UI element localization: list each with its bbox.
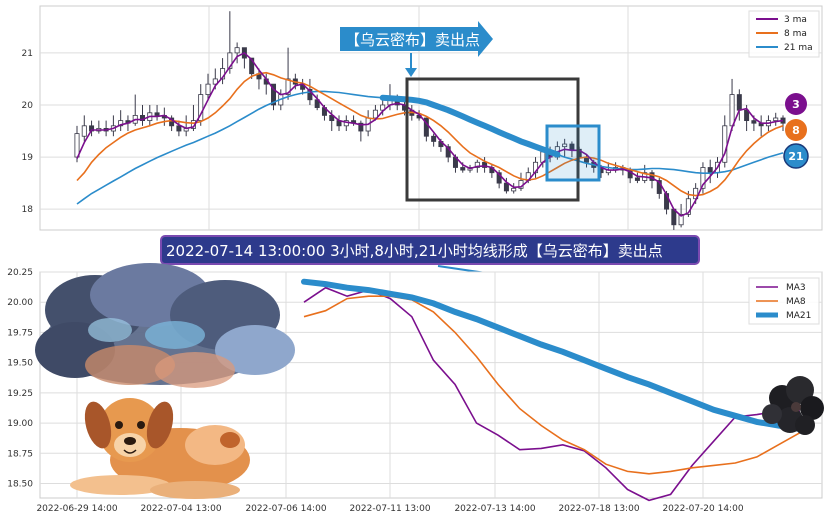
signal-banner: 2022-07-14 13:00:00 3小时,8小时,21小时均线形成【乌云密… xyxy=(160,235,700,285)
ma21-badge xyxy=(783,143,809,169)
candle-body xyxy=(729,94,735,127)
bottom-legend: MA3 MA8 MA21 xyxy=(748,277,820,325)
candle-body xyxy=(751,120,757,124)
dark-cloud-icon xyxy=(762,376,824,435)
candle-body xyxy=(744,109,750,122)
candle-body xyxy=(685,198,691,215)
candle-body xyxy=(372,109,378,119)
y-tick-label: 19 xyxy=(22,153,34,163)
x-tick-label: 2022-07-04 13:00 xyxy=(140,504,221,514)
candle-body xyxy=(503,182,509,192)
y-tick-label: 19.50 xyxy=(7,359,33,369)
candle-body xyxy=(736,94,742,111)
candle-body xyxy=(773,117,779,122)
candle-body xyxy=(700,167,706,189)
pattern-box xyxy=(405,77,580,202)
candle-body xyxy=(81,125,87,137)
candle-body xyxy=(249,57,255,75)
candle-body xyxy=(358,122,364,132)
legend-label: 8 ma xyxy=(784,29,807,39)
callout: 【乌云密布】卖出点 xyxy=(340,21,493,77)
ma21-series-line xyxy=(301,278,803,433)
candle-body xyxy=(569,143,575,150)
callout-arrow xyxy=(340,21,493,57)
y-tick-label: 21 xyxy=(22,49,33,59)
y-tick-label: 18.50 xyxy=(7,479,33,489)
candle-body xyxy=(431,135,437,142)
candle-body xyxy=(212,78,218,85)
candle-body xyxy=(285,78,291,95)
candle-body xyxy=(118,120,124,127)
candle-body xyxy=(271,83,277,106)
candle-body xyxy=(511,187,517,192)
storm-cloud-icon xyxy=(35,263,295,388)
banner-label: 2022-07-14 13:00:00 3小时,8小时,21小时均线形成【乌云密… xyxy=(166,242,663,260)
top-y-axis: 18 19 20 21 xyxy=(22,49,34,215)
legend-label: 21 ma xyxy=(784,43,813,53)
y-tick-label: 19.00 xyxy=(7,419,33,429)
candle-body xyxy=(707,167,713,174)
x-tick-label: 2022-07-06 14:00 xyxy=(245,504,326,514)
legend-label: MA3 xyxy=(786,283,806,293)
candle-body xyxy=(496,172,502,184)
banner-box xyxy=(160,235,700,265)
candle-body xyxy=(154,112,160,116)
candle-body xyxy=(227,52,233,69)
x-tick-label: 2022-07-13 14:00 xyxy=(454,504,535,514)
x-tick-label: 2022-07-18 13:00 xyxy=(558,504,639,514)
callout-label: 【乌云密布】卖出点 xyxy=(345,31,480,49)
y-tick-label: 20 xyxy=(22,101,34,111)
ma8-badge xyxy=(785,119,807,141)
x-tick-label: 2022-07-11 13:00 xyxy=(349,504,430,514)
candle-body xyxy=(234,47,240,54)
candle-body xyxy=(678,213,684,226)
candle-body xyxy=(562,143,568,148)
candle-body xyxy=(482,161,488,168)
candle-body xyxy=(423,117,429,137)
ma3-badge-label: 3 xyxy=(792,98,800,111)
legend-label: MA21 xyxy=(786,311,811,321)
y-tick-label: 20.25 xyxy=(7,268,33,278)
candle-body xyxy=(460,167,466,171)
ma8-line xyxy=(76,71,784,197)
candle-body xyxy=(474,161,480,168)
candle-body xyxy=(307,88,313,101)
ma3-line xyxy=(76,51,784,217)
top-legend: 3 ma 8 ma 21 ma xyxy=(748,10,820,58)
y-tick-label: 18.75 xyxy=(7,449,33,459)
y-tick-label: 20.00 xyxy=(7,298,33,308)
legend-label: 3 ma xyxy=(784,15,807,25)
ma3-series-line xyxy=(303,286,800,502)
candle-body xyxy=(205,83,211,95)
y-tick-label: 18 xyxy=(22,205,34,215)
ma8-badge-label: 8 xyxy=(792,124,800,137)
ma21-badge-label: 21 xyxy=(788,150,803,163)
ma-badges: 3 8 21 xyxy=(783,93,809,169)
x-tick-label: 2022-06-29 14:00 xyxy=(36,504,117,514)
bottom-y-axis: 18.50 18.75 19.00 19.25 19.50 19.75 20.00 20.25 xyxy=(7,268,33,489)
y-tick-label: 19.25 xyxy=(7,389,33,399)
candle-body xyxy=(176,125,182,132)
legend-label: MA8 xyxy=(786,297,806,307)
candle-body xyxy=(634,177,640,181)
ma21-highlight xyxy=(379,94,561,158)
bottom-x-axis: 2022-06-29 14:00 2022-07-04 13:00 2022-07-… xyxy=(36,504,743,514)
x-tick-label: 2022-07-20 14:00 xyxy=(662,504,743,514)
ma3-badge xyxy=(785,93,807,115)
signal-box xyxy=(545,124,601,182)
candle-body xyxy=(649,172,655,181)
y-tick-label: 19.75 xyxy=(7,328,33,338)
callout-pointer-head xyxy=(405,68,417,77)
dog-icon xyxy=(70,398,250,499)
candle-body xyxy=(198,94,204,122)
